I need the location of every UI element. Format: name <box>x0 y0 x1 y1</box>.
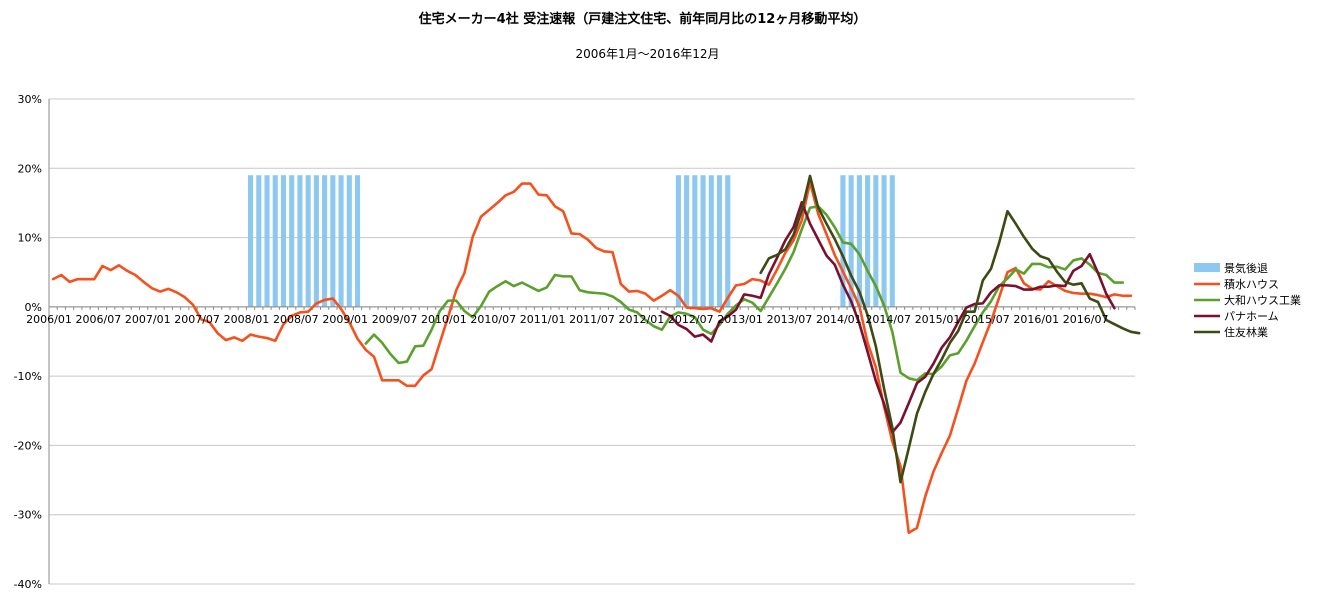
x-tick-label: 2013/01 <box>717 313 763 326</box>
x-tick-label: 2007/07 <box>174 313 220 326</box>
x-tick-label: 2015/07 <box>964 313 1010 326</box>
recession-bar <box>700 175 706 307</box>
x-tick-label: 2014/07 <box>865 313 911 326</box>
recession-bar <box>692 175 698 307</box>
series-lines <box>51 174 1141 535</box>
axes <box>48 99 1136 584</box>
x-tick-label: 2011/07 <box>569 313 615 326</box>
x-tick-label: 2011/01 <box>520 313 566 326</box>
recession-bars <box>248 175 895 307</box>
recession-bar <box>256 175 262 307</box>
recession-bar <box>330 175 336 307</box>
chart-subtitle: 2006年1月～2016年12月 <box>575 47 720 61</box>
x-tick-label: 2012/07 <box>668 313 714 326</box>
y-tick-label: -10% <box>14 370 42 383</box>
x-tick-label: 2014/01 <box>816 313 862 326</box>
recession-bar <box>322 175 328 307</box>
series-line <box>660 200 1116 434</box>
y-tick-label: 30% <box>18 93 42 106</box>
y-tick-label: -40% <box>14 578 42 591</box>
recession-bar <box>856 175 862 307</box>
series-line <box>51 180 1133 535</box>
y-tick-label: 10% <box>18 232 42 245</box>
x-tick-label: 2006/01 <box>26 313 72 326</box>
series-line <box>759 174 1141 484</box>
recession-bar <box>354 175 361 307</box>
recession-bar <box>289 175 295 307</box>
recession-bar <box>272 175 278 307</box>
x-tick-label: 2009/01 <box>322 313 368 326</box>
recession-bar <box>280 175 287 307</box>
recession-bar <box>297 175 303 307</box>
legend-label: 景気後退 <box>1224 261 1268 275</box>
y-tick-label: -20% <box>14 439 42 452</box>
x-tick-label: 2008/01 <box>224 313 270 326</box>
y-tick-label: 20% <box>18 162 42 175</box>
recession-bar <box>264 175 270 307</box>
recession-bar <box>716 175 723 307</box>
x-tick-label: 2013/07 <box>767 313 813 326</box>
recession-bar <box>684 175 690 307</box>
legend-label: パナホーム <box>1224 310 1279 323</box>
x-tick-label: 2015/01 <box>915 313 961 326</box>
recession-bar <box>881 175 887 307</box>
x-tick-label: 2006/07 <box>76 313 122 326</box>
legend-label: 積水ハウス <box>1224 277 1279 291</box>
legend-swatch <box>1194 263 1220 272</box>
recession-bar <box>248 175 254 307</box>
recession-bar <box>873 175 879 307</box>
y-tick-label: -30% <box>14 509 42 522</box>
x-tick-label: 2007/01 <box>125 313 171 326</box>
recession-bar <box>889 175 895 307</box>
x-tick-label: 2016/07 <box>1063 313 1109 326</box>
x-tick-label: 2009/07 <box>372 313 418 326</box>
x-tick-label: 2010/01 <box>421 313 467 326</box>
gridlines <box>49 98 1135 585</box>
recession-bar <box>346 175 352 307</box>
legend-label: 大和ハウス工業 <box>1224 293 1301 307</box>
x-tick-label: 2010/07 <box>470 313 516 326</box>
y-tick-labels: 30% 20% 10% 0% -10% -20% -30% -40% <box>14 93 42 591</box>
chart-title: 住宅メーカー4社 受注速報（戸建注文住宅、前年同月比の12ヶ月移動平均） <box>418 12 867 27</box>
recession-bar <box>338 175 344 307</box>
recession-bar <box>848 175 854 307</box>
recession-bar <box>305 175 311 307</box>
y-tick-label: 0% <box>25 301 42 314</box>
x-tick-labels: 2006/01 2006/07 2007/01 2007/07 2008/01 2008/… <box>26 313 1108 326</box>
recession-bar <box>675 175 681 307</box>
recession-bar <box>865 175 871 307</box>
recession-bar <box>725 175 731 307</box>
x-tick-label: 2008/07 <box>273 313 319 326</box>
recession-bar <box>708 175 714 307</box>
x-tick-label: 2012/01 <box>619 313 665 326</box>
series-line <box>364 205 1124 382</box>
recession-bar <box>313 175 319 307</box>
x-tick-label: 2016/01 <box>1013 313 1059 326</box>
legend-label: 住友林業 <box>1224 325 1268 339</box>
